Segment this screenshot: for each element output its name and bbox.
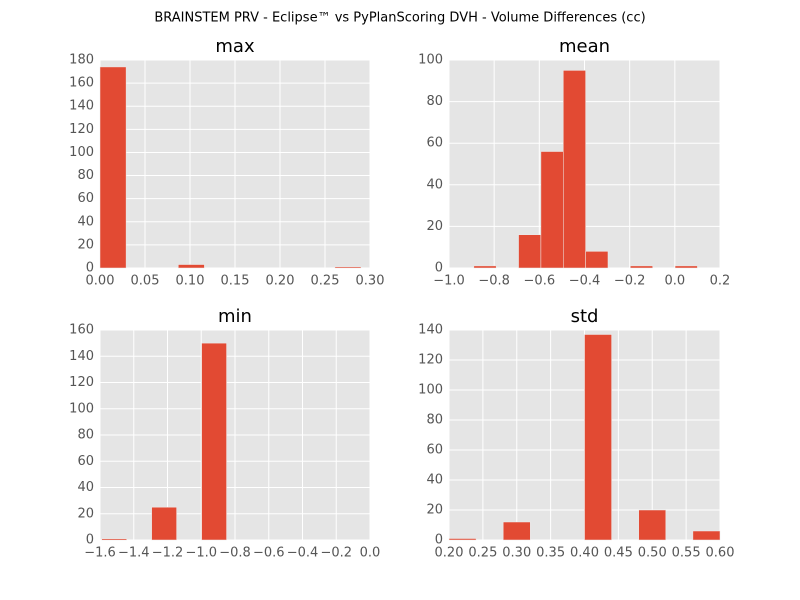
y-tick-label: 160 xyxy=(69,76,94,91)
subplot-title: max xyxy=(215,36,255,57)
x-tick-label: −1.0 xyxy=(433,274,465,289)
histogram-bar xyxy=(473,265,497,269)
y-tick-label: 20 xyxy=(426,503,443,518)
x-tick-label: 0.25 xyxy=(468,546,497,561)
x-tick-label: 0.45 xyxy=(604,546,633,561)
x-tick-label: −0.6 xyxy=(524,274,556,289)
x-tick-label: −0.8 xyxy=(478,274,510,289)
x-tick-label: 0.20 xyxy=(266,274,295,289)
y-tick-label: 40 xyxy=(77,480,94,495)
subplot-title: std xyxy=(571,306,599,327)
x-tick-label: −1.0 xyxy=(185,546,217,561)
x-tick-label: 0.60 xyxy=(706,546,735,561)
histogram-bar xyxy=(101,538,127,541)
x-tick-label: −1.2 xyxy=(152,546,184,561)
y-tick-label: 20 xyxy=(77,237,94,252)
y-tick-label: 0 xyxy=(435,533,443,548)
y-tick-label: 80 xyxy=(426,94,443,109)
y-tick-label: 80 xyxy=(77,168,94,183)
y-tick-label: 40 xyxy=(77,214,94,229)
x-tick-label: 0.10 xyxy=(176,274,205,289)
histogram-bar xyxy=(630,265,653,269)
histogram-bar xyxy=(563,70,586,269)
y-tick-label: 60 xyxy=(426,136,443,151)
histogram-bar xyxy=(99,66,127,269)
histogram-bar xyxy=(334,266,362,269)
x-tick-label: −1.4 xyxy=(118,546,150,561)
y-tick-label: 100 xyxy=(418,383,443,398)
y-tick-label: 80 xyxy=(77,428,94,443)
histogram-bar xyxy=(502,521,531,541)
y-tick-label: 100 xyxy=(69,401,94,416)
x-tick-label: 0.25 xyxy=(311,274,340,289)
x-tick-label: 0.0 xyxy=(360,546,381,561)
x-tick-label: 0.05 xyxy=(131,274,160,289)
x-tick-label: −0.8 xyxy=(219,546,251,561)
y-tick-label: 120 xyxy=(69,375,94,390)
x-tick-label: −0.2 xyxy=(614,274,646,289)
y-tick-label: 20 xyxy=(77,506,94,521)
histogram-bar xyxy=(585,251,609,269)
y-tick-label: 0 xyxy=(435,261,443,276)
y-tick-label: 60 xyxy=(77,191,94,206)
x-tick-label: −0.2 xyxy=(320,546,352,561)
x-tick-label: 0.20 xyxy=(435,546,464,561)
y-tick-label: 0 xyxy=(86,533,94,548)
y-tick-label: 100 xyxy=(69,145,94,160)
x-tick-label: 0.30 xyxy=(356,274,385,289)
histogram-bar xyxy=(178,264,205,269)
y-tick-label: 40 xyxy=(426,473,443,488)
x-tick-label: 0.55 xyxy=(672,546,701,561)
x-tick-label: 0.35 xyxy=(536,546,565,561)
y-tick-label: 100 xyxy=(418,53,443,68)
histogram-bar xyxy=(151,506,177,541)
y-tick-label: 60 xyxy=(426,443,443,458)
y-tick-label: 80 xyxy=(426,413,443,428)
y-tick-label: 120 xyxy=(69,122,94,137)
x-tick-label: −0.4 xyxy=(287,546,319,561)
y-tick-label: 140 xyxy=(69,349,94,364)
x-tick-label: −0.4 xyxy=(569,274,601,289)
histogram-bar xyxy=(518,234,542,269)
x-tick-label: 0.15 xyxy=(221,274,250,289)
x-tick-label: 0.30 xyxy=(502,546,531,561)
histogram-bar xyxy=(638,509,667,541)
x-tick-label: 0.00 xyxy=(86,274,115,289)
histogram-bar xyxy=(692,530,721,541)
y-tick-label: 140 xyxy=(69,99,94,114)
y-tick-label: 0 xyxy=(86,261,94,276)
y-tick-label: 120 xyxy=(418,353,443,368)
histogram-bar xyxy=(674,265,698,269)
y-tick-label: 140 xyxy=(418,323,443,338)
y-tick-label: 60 xyxy=(77,454,94,469)
x-tick-label: 0.40 xyxy=(570,546,599,561)
histogram-bar xyxy=(201,342,227,541)
figure-title: BRAINSTEM PRV - Eclipse™ vs PyPlanScorin… xyxy=(154,11,645,26)
x-tick-label: −1.6 xyxy=(84,546,116,561)
x-tick-label: 0.0 xyxy=(664,274,685,289)
x-tick-label: 0.2 xyxy=(710,274,731,289)
subplot-title: mean xyxy=(559,36,610,57)
x-tick-label: −0.6 xyxy=(253,546,285,561)
y-tick-label: 40 xyxy=(426,177,443,192)
y-tick-label: 180 xyxy=(69,53,94,68)
y-tick-label: 20 xyxy=(426,219,443,234)
histogram-bar xyxy=(540,151,564,269)
subplot-title: min xyxy=(218,306,252,327)
x-tick-label: 0.50 xyxy=(638,546,667,561)
histogram-bar xyxy=(584,334,612,541)
histogram-bar xyxy=(448,538,477,541)
y-tick-label: 160 xyxy=(69,323,94,338)
